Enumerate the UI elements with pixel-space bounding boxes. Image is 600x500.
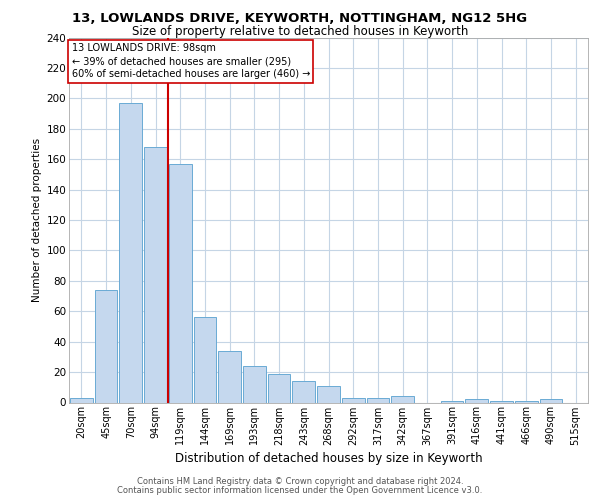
Text: 13, LOWLANDS DRIVE, KEYWORTH, NOTTINGHAM, NG12 5HG: 13, LOWLANDS DRIVE, KEYWORTH, NOTTINGHAM… (73, 12, 527, 26)
Text: 13 LOWLANDS DRIVE: 98sqm
← 39% of detached houses are smaller (295)
60% of semi-: 13 LOWLANDS DRIVE: 98sqm ← 39% of detach… (71, 43, 310, 80)
Bar (539, 400, 562, 402)
Bar (466, 400, 488, 402)
Bar (515, 401, 538, 402)
Text: Size of property relative to detached houses in Keyworth: Size of property relative to detached ho… (132, 25, 468, 38)
Bar (268, 374, 290, 402)
Bar (391, 396, 414, 402)
Bar (194, 318, 216, 402)
Bar (367, 398, 389, 402)
Bar (169, 164, 191, 402)
Text: Contains public sector information licensed under the Open Government Licence v3: Contains public sector information licen… (118, 486, 482, 495)
Y-axis label: Number of detached properties: Number of detached properties (32, 138, 43, 302)
Bar (317, 386, 340, 402)
Bar (292, 381, 315, 402)
Bar (490, 401, 513, 402)
Bar (144, 147, 167, 403)
Bar (119, 103, 142, 403)
Bar (441, 401, 463, 402)
X-axis label: Distribution of detached houses by size in Keyworth: Distribution of detached houses by size … (175, 452, 482, 464)
Bar (342, 398, 365, 402)
Bar (243, 366, 266, 403)
Bar (70, 398, 93, 402)
Bar (218, 351, 241, 403)
Bar (95, 290, 118, 403)
Text: Contains HM Land Registry data © Crown copyright and database right 2024.: Contains HM Land Registry data © Crown c… (137, 477, 463, 486)
